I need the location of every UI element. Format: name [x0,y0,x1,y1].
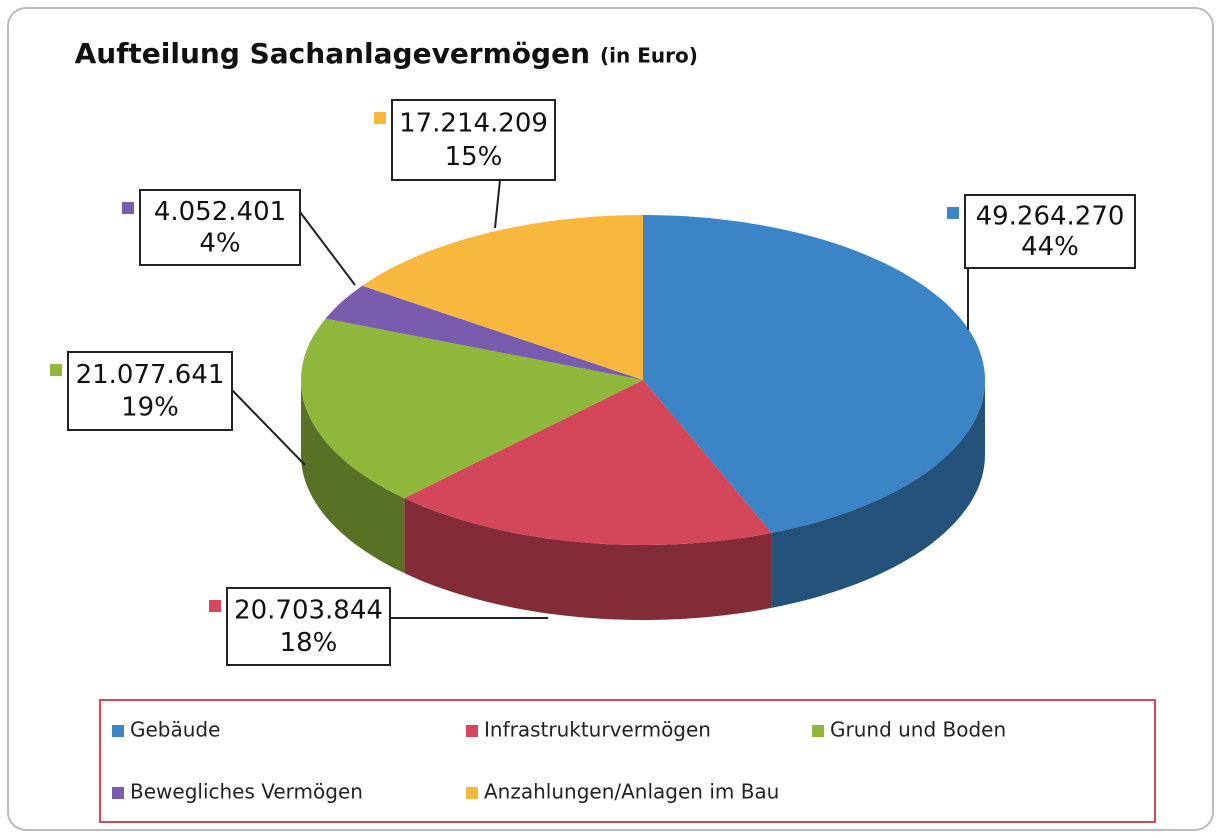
value-label: 20.703.844 [234,596,383,626]
label-box [139,189,301,266]
legend-label: Anzahlungen/Anlagen im Bau [484,780,779,804]
slice [643,215,985,533]
label-swatch [209,600,221,612]
value-label: 17.214.209 [399,109,548,139]
slice [362,215,643,380]
legend-swatch [112,725,124,737]
percent-label: 15% [445,142,503,172]
percent-label: 18% [280,628,338,658]
legend-swatch [466,787,478,799]
leader-line [299,211,356,286]
legend-frame [99,699,1156,823]
value-label: 49.264.270 [976,201,1125,231]
label-swatch [122,202,134,214]
chart-title: Aufteilung Sachanlagevermögen [75,37,590,70]
slice [325,285,643,380]
value-label: 21.077.641 [76,360,225,390]
label-box [964,194,1136,269]
value-label: 4.052.401 [154,197,286,227]
leader-line [231,389,306,466]
legend-swatch [112,787,124,799]
label-box [391,99,556,181]
slice-side [301,380,405,574]
legend-swatch [466,725,478,737]
legend-label: Gebäude [130,718,220,742]
slice-side [771,380,985,608]
legend-label: Infrastrukturvermögen [484,718,711,742]
legend-label: Bewegliches Vermögen [130,780,363,804]
leader-line [494,179,501,229]
percent-label: 4% [199,229,240,259]
label-swatch [374,112,386,124]
chart-title-unit: (in Euro) [600,44,698,68]
label-swatch [947,207,959,219]
percent-label: 19% [121,393,179,423]
label-box [67,351,233,431]
slice [404,380,772,545]
percent-label: 44% [1021,232,1079,262]
legend-swatch [812,725,824,737]
legend-label: Grund und Boden [830,718,1006,742]
slice [301,318,643,499]
label-box [226,587,391,666]
slice-side [404,498,772,620]
label-swatch [50,364,62,376]
